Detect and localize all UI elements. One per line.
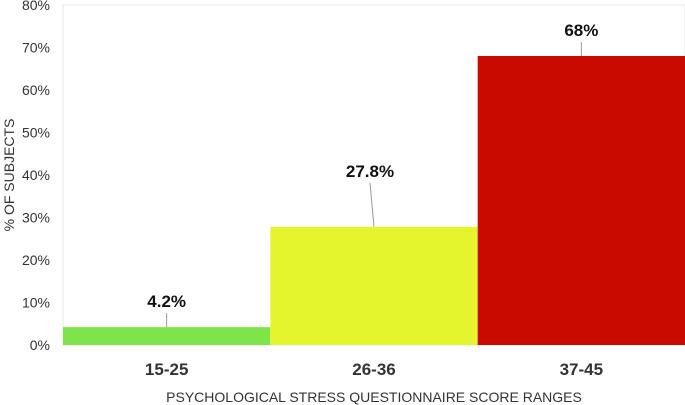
bar-15-25 <box>63 327 271 345</box>
label-leader-lines <box>166 42 582 328</box>
bars <box>63 56 685 345</box>
leader-line <box>369 182 375 227</box>
y-tick-label: 20% <box>22 252 50 268</box>
data-label: 68% <box>564 21 598 40</box>
x-category-label: 37-45 <box>560 360 603 379</box>
x-category-label: 15-25 <box>145 360 188 379</box>
bar-26-36 <box>270 226 478 345</box>
x-category-label: 26-36 <box>352 360 395 379</box>
bar-37-45 <box>477 56 685 345</box>
y-tick-label: 70% <box>22 40 50 56</box>
y-tick-label: 60% <box>22 82 50 98</box>
y-tick-label: 10% <box>22 295 50 311</box>
y-tick-label: 30% <box>22 210 50 226</box>
y-axis-title: % OF SUBJECTS <box>1 119 17 232</box>
data-label: 4.2% <box>147 292 186 311</box>
y-axis-ticks: 0% 10% 20% 30% 40% 50% 60% 70% 80% <box>22 0 50 353</box>
y-tick-label: 0% <box>30 337 50 353</box>
data-label: 27.8% <box>346 162 394 181</box>
data-labels: 4.2% 27.8% 68% <box>147 21 598 311</box>
y-tick-label: 50% <box>22 125 50 141</box>
x-axis-title: PSYCHOLOGICAL STRESS QUESTIONNAIRE SCORE… <box>166 389 582 405</box>
x-axis-categories: 15-25 26-36 37-45 <box>145 360 603 379</box>
y-tick-label: 40% <box>22 167 50 183</box>
y-tick-label: 80% <box>22 0 50 13</box>
